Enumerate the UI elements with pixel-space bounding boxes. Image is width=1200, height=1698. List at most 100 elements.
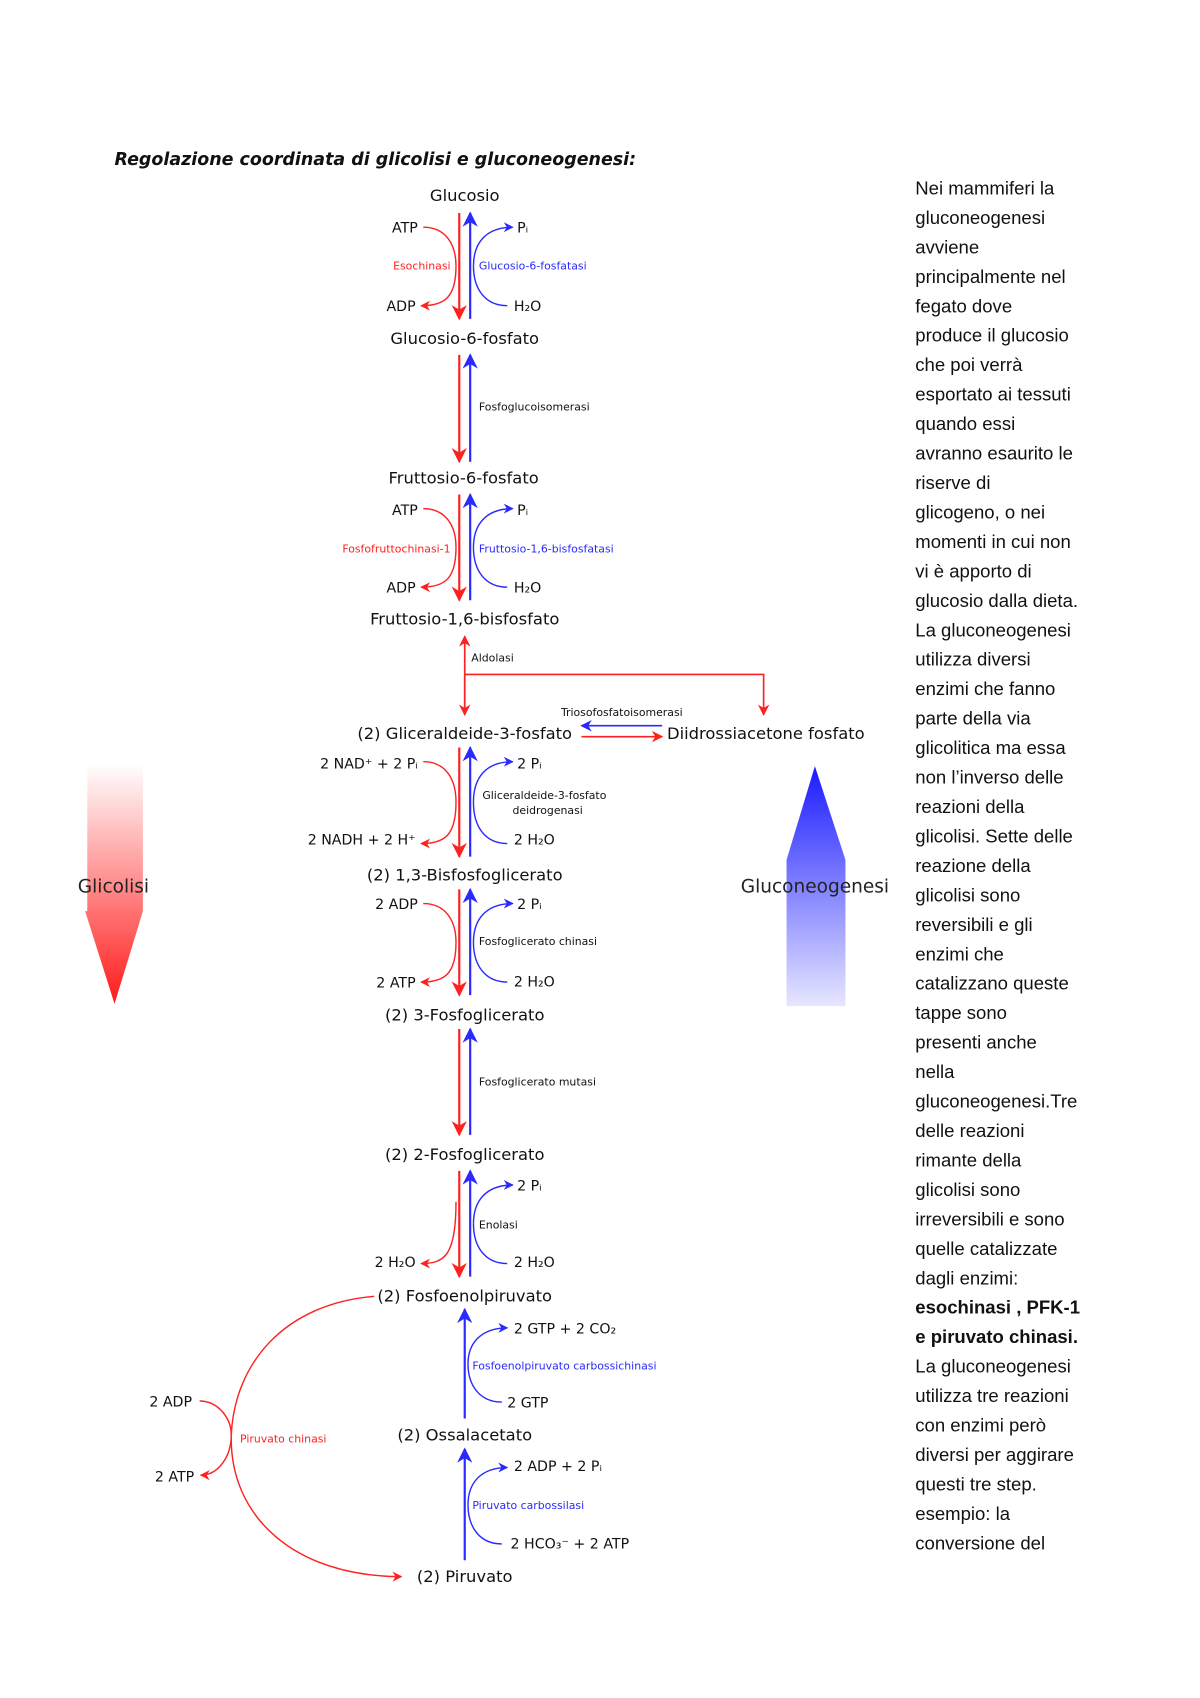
cofactor-out-arrow bbox=[472, 222, 514, 266]
enzyme-label: Fosfoglucoisomerasi bbox=[479, 400, 590, 413]
cofactor-in-arrow bbox=[423, 507, 457, 548]
cofactors: ATP ADP Pᵢ H₂O ATP ADP Pᵢ H₂O 2 NAD⁺ + 2… bbox=[149, 221, 629, 1553]
side-text-line: con enzimi però bbox=[915, 1415, 1046, 1436]
side-text-line: questi tre step. bbox=[915, 1473, 1037, 1494]
cofactor: ATP bbox=[392, 221, 418, 237]
gluconeogenesis-big-arrow bbox=[786, 766, 846, 1007]
cofactor-out-arrow bbox=[199, 1434, 232, 1481]
cofactor: 2 H₂O bbox=[514, 1255, 555, 1271]
enzyme-label: Enolasi bbox=[479, 1219, 518, 1232]
cofactor-out-arrow bbox=[420, 1201, 457, 1269]
side-text-line: reversibili e gli bbox=[915, 914, 1032, 935]
cofactor: 2 ATP bbox=[376, 976, 416, 992]
metabolite: (2) 2-Fosfoglicerato bbox=[385, 1145, 545, 1164]
metabolite: (2) Ossalacetato bbox=[397, 1425, 532, 1444]
cofactor: ATP bbox=[392, 503, 418, 519]
cofactor-out-arrow bbox=[467, 1322, 509, 1364]
page-title: Regolazione coordinata di glicolisi e gl… bbox=[115, 150, 637, 170]
side-text-line: rimante della bbox=[915, 1149, 1022, 1170]
cofactor-in-arrow bbox=[467, 1363, 502, 1403]
side-text-line: avranno esaurito le bbox=[915, 443, 1073, 464]
side-text-line: esempio: la bbox=[915, 1503, 1010, 1524]
metabolite: (2) 3-Fosfoglicerato bbox=[385, 1005, 545, 1024]
glycolysis-label: Glicolisi bbox=[78, 877, 149, 898]
cofactor-in-arrow bbox=[423, 226, 457, 266]
cofactor: 2 ADP + 2 Pᵢ bbox=[514, 1459, 602, 1475]
cofactor-out-arrow bbox=[467, 1462, 509, 1505]
cofactor-in-arrow bbox=[472, 942, 508, 983]
pathway-arrows bbox=[199, 211, 770, 1582]
side-text-line: reazione della bbox=[915, 855, 1031, 876]
side-text-line: esportato ai tessuti bbox=[915, 384, 1071, 405]
side-text-line: tappe sono bbox=[915, 1002, 1007, 1023]
side-text-line: presenti anche bbox=[915, 1032, 1037, 1053]
glycolysis-big-arrow bbox=[85, 763, 143, 1004]
cofactor-out-arrow bbox=[420, 547, 457, 593]
enzyme-label: Fosfoglicerato mutasi bbox=[479, 1076, 596, 1089]
metabolite: (2) Gliceraldeide-3-fosfato bbox=[357, 724, 572, 743]
cofactor-out-arrow bbox=[420, 265, 457, 311]
enzyme-label: Esochinasi bbox=[393, 260, 450, 273]
metabolite: (2) Piruvato bbox=[417, 1567, 513, 1586]
metabolite: Glucosio-6-fosfato bbox=[390, 329, 539, 348]
enzyme-label: Fosfoenolpiruvato carbossichinasi bbox=[472, 1359, 656, 1372]
cofactor-in-arrow bbox=[467, 1504, 502, 1545]
cofactor-out-arrow bbox=[420, 942, 457, 988]
cofactor-in-arrow bbox=[472, 802, 508, 845]
metabolite: Diidrossiacetone fosfato bbox=[667, 724, 865, 743]
side-text-line: fegato dove bbox=[915, 295, 1012, 316]
cofactor-out-arrow bbox=[472, 1180, 514, 1224]
cofactor: 2 H₂O bbox=[514, 833, 555, 849]
enzyme-label: Fruttosio-1,6-bisfosfatasi bbox=[479, 542, 614, 555]
cofactor: 2 Pᵢ bbox=[517, 756, 542, 772]
side-text-line: nella bbox=[915, 1061, 955, 1082]
enzyme-label: Fosfoglicerato chinasi bbox=[479, 935, 597, 948]
side-text-line: conversione del bbox=[915, 1532, 1045, 1553]
cofactor: 2 ADP bbox=[375, 897, 418, 913]
enzyme-label: deidrogenasi bbox=[512, 804, 582, 817]
side-text-line: glicolisi sono bbox=[915, 884, 1020, 905]
enzyme-label: Fosfofruttochinasi-1 bbox=[342, 542, 450, 555]
side-text-line: quelle catalizzate bbox=[915, 1238, 1057, 1259]
cofactor: ADP bbox=[386, 299, 416, 315]
side-text-line: delle reazioni bbox=[915, 1120, 1024, 1141]
cofactor-out-arrow bbox=[472, 756, 514, 803]
cofactor: 2 H₂O bbox=[375, 1255, 416, 1271]
metabolite: Glucosio bbox=[430, 186, 500, 205]
side-text-line: momenti in cui non bbox=[915, 531, 1071, 552]
side-text-line: quando essi bbox=[915, 413, 1015, 434]
side-text-line: esochinasi , PFK-1 bbox=[915, 1297, 1080, 1318]
side-text-line: glucosio dalla dieta. bbox=[915, 590, 1078, 611]
side-text-line: Nei mammiferi la bbox=[915, 177, 1055, 198]
side-text-line: catalizzano queste bbox=[915, 973, 1068, 994]
side-text-line: utilizza tre reazioni bbox=[915, 1385, 1068, 1406]
side-text-line: dagli enzimi: bbox=[915, 1267, 1018, 1288]
cofactor-in-arrow bbox=[472, 547, 508, 588]
enzyme-label: Gliceraldeide-3-fosfato bbox=[482, 789, 606, 802]
cofactor-in-arrow bbox=[472, 265, 508, 307]
cofactor: 2 GTP bbox=[507, 1396, 549, 1412]
metabolite: (2) 1,3-Bisfosfoglicerato bbox=[367, 866, 563, 885]
metabolite: (2) Fosfoenolpiruvato bbox=[377, 1287, 552, 1306]
cofactor-in-arrow bbox=[423, 761, 457, 803]
cofactor: 2 ADP bbox=[149, 1394, 192, 1410]
side-text-line: riserve di bbox=[915, 472, 990, 493]
cofactor: 2 ATP bbox=[155, 1470, 195, 1486]
cofactor: H₂O bbox=[514, 299, 542, 315]
cofactor: Pᵢ bbox=[517, 503, 528, 519]
enzyme-label: Aldolasi bbox=[471, 651, 513, 664]
cofactor-in-arrow bbox=[199, 1400, 232, 1435]
side-text-line: glicolitica ma essa bbox=[915, 737, 1066, 758]
side-text-line: e piruvato chinasi. bbox=[915, 1326, 1078, 1347]
side-text-line: glicolisi. Sette delle bbox=[915, 825, 1073, 846]
enzyme-label: Piruvato chinasi bbox=[240, 1432, 326, 1445]
cofactor: 2 GTP + 2 CO₂ bbox=[514, 1321, 616, 1337]
cofactor: H₂O bbox=[514, 581, 542, 597]
side-text-line: utilizza diversi bbox=[915, 649, 1030, 670]
side-text-line: enzimi che bbox=[915, 943, 1004, 964]
enzymes: Esochinasi Glucosio-6-fosfatasi Fosfoglu… bbox=[240, 260, 683, 1512]
side-text-line: diversi per aggirare bbox=[915, 1444, 1074, 1465]
cofactor: 2 H₂O bbox=[514, 974, 555, 990]
side-text-line: glicogeno, o nei bbox=[915, 501, 1045, 522]
metabolite: Fruttosio-6-fosfato bbox=[389, 469, 539, 488]
